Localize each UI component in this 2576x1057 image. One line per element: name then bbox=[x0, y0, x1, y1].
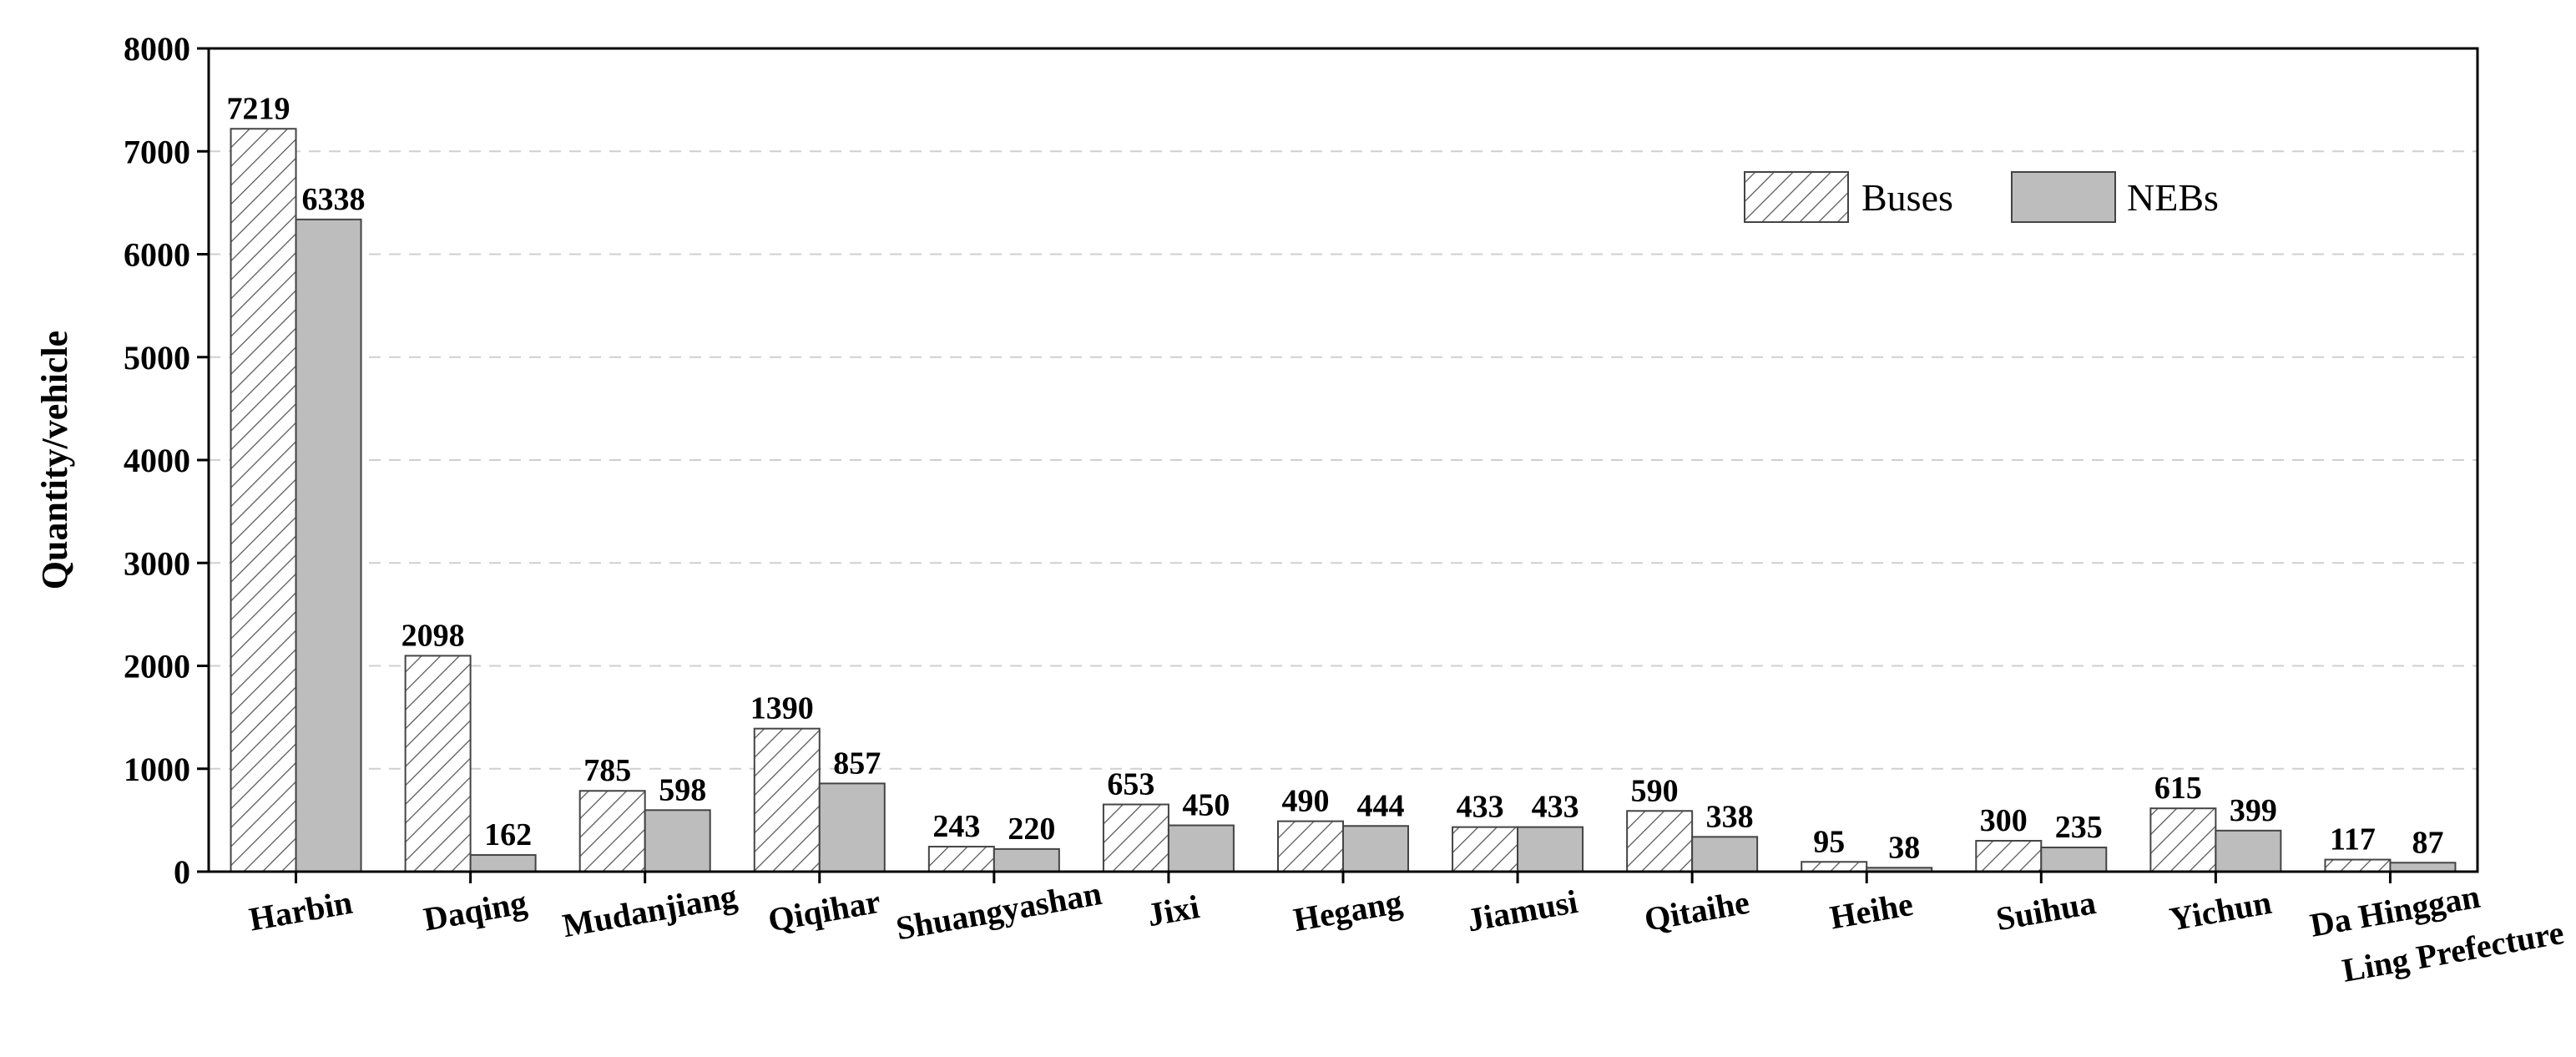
bar-buses-heihe bbox=[1801, 861, 1868, 873]
x-tick-label-daqing: Daqing bbox=[421, 883, 529, 938]
y-tick-label: 1000 bbox=[124, 751, 190, 788]
data-labels: 7219 6338 2098 162 785 598 1390 857 243 220 653 450… bbox=[227, 91, 2444, 865]
y-tick-label: 7000 bbox=[124, 133, 190, 170]
x-tick-label-jiamusi: Jiamusi bbox=[1464, 883, 1580, 938]
bar-buses-qitaihe bbox=[1626, 810, 1694, 872]
data-label-nebs-jiamusi: 433 bbox=[1532, 790, 1579, 825]
data-label-nebs-qiqihar: 857 bbox=[833, 746, 881, 781]
bar-buses-jixi bbox=[1102, 803, 1169, 873]
data-label-buses-daqing: 2098 bbox=[402, 618, 465, 653]
y-axis-label: Quantity/vehicle bbox=[34, 331, 75, 589]
y-tick-label: 6000 bbox=[124, 236, 190, 274]
bar-nebs-qitaihe bbox=[1691, 836, 1759, 872]
y-tick-label: 8000 bbox=[124, 30, 190, 68]
data-label-buses-qiqihar: 1390 bbox=[750, 691, 814, 726]
data-label-nebs-hegang: 444 bbox=[1357, 788, 1405, 823]
y-axis: 0 1000 2000 3000 4000 5000 6000 7000 8000 bbox=[124, 30, 209, 891]
bar-nebs-qiqihar bbox=[818, 782, 886, 873]
legend-label-nebs: NEBs bbox=[2127, 176, 2219, 219]
bar-nebs-daqing bbox=[469, 854, 537, 872]
x-tick-label-da-hinggan-ling-prefecture: Da HingganLing Prefecture bbox=[2307, 864, 2567, 994]
x-tick-label-harbin: Harbin bbox=[246, 883, 355, 938]
bar-buses-shuangyashan bbox=[927, 846, 995, 872]
data-label-nebs-harbin: 6338 bbox=[302, 182, 366, 217]
x-tick-label-hegang: Hegang bbox=[1291, 883, 1405, 938]
bar-nebs-hegang bbox=[1342, 825, 1409, 872]
y-tick-label: 4000 bbox=[124, 442, 190, 479]
legend: Buses NEBs bbox=[1744, 171, 2219, 223]
bar-nebs-shuangyashan bbox=[993, 847, 1060, 873]
bars bbox=[230, 128, 2457, 873]
y-tick-label: 0 bbox=[174, 853, 190, 891]
data-label-nebs-suihua: 235 bbox=[2055, 810, 2103, 845]
bar-buses-harbin bbox=[230, 128, 297, 873]
x-tick-label-jixi: Jixi bbox=[1144, 888, 1202, 933]
data-label-buses-da-hinggan-ling-prefecture: 117 bbox=[2330, 822, 2376, 857]
data-label-buses-harbin: 7219 bbox=[227, 91, 290, 126]
y-tick-label: 2000 bbox=[124, 648, 190, 685]
bar-buses-daqing bbox=[404, 655, 472, 872]
bar-buses-hegang bbox=[1277, 820, 1344, 872]
bar-buses-da-hinggan-ling-prefecture bbox=[2324, 858, 2392, 872]
y-tick-label: 5000 bbox=[124, 339, 190, 377]
bar-buses-yichun bbox=[2149, 807, 2217, 872]
data-label-buses-shuangyashan: 243 bbox=[932, 809, 980, 844]
data-label-nebs-shuangyashan: 220 bbox=[1008, 812, 1055, 847]
data-label-nebs-da-hinggan-ling-prefecture: 87 bbox=[2412, 825, 2443, 860]
data-label-nebs-heihe: 38 bbox=[1888, 830, 1920, 865]
bar-buses-suihua bbox=[1975, 840, 2043, 873]
legend-swatch-buses bbox=[1744, 171, 1849, 223]
data-label-nebs-yichun: 399 bbox=[2230, 793, 2277, 828]
x-tick-label-qitaihe: Qitaihe bbox=[1642, 883, 1753, 938]
legend-label-buses: Buses bbox=[1861, 176, 1953, 219]
data-label-nebs-jixi: 450 bbox=[1182, 788, 1230, 823]
x-tick-label-heihe: Heihe bbox=[1827, 885, 1916, 937]
bar-nebs-mudanjiang bbox=[644, 809, 711, 873]
bar-nebs-harbin bbox=[295, 218, 362, 872]
x-tick-label-shuangyashan: Shuangyashan bbox=[893, 874, 1104, 948]
x-tick-label-qiqihar: Qiqihar bbox=[765, 883, 883, 939]
bar-buses-mudanjiang bbox=[578, 790, 646, 873]
data-label-nebs-qitaihe: 338 bbox=[1706, 799, 1754, 834]
data-label-buses-suihua: 300 bbox=[1980, 803, 2028, 838]
bar-nebs-jiamusi bbox=[1517, 826, 1584, 872]
x-axis: Harbin Daqing Mudanjiang Qiqihar Shuangyasha… bbox=[246, 864, 2567, 994]
data-label-buses-yichun: 615 bbox=[2154, 771, 2202, 806]
gridlines bbox=[209, 150, 2478, 770]
data-label-nebs-daqing: 162 bbox=[484, 817, 532, 852]
bar-buses-qiqihar bbox=[753, 727, 821, 872]
data-label-buses-hegang: 490 bbox=[1282, 784, 1330, 819]
bar-nebs-da-hinggan-ling-prefecture bbox=[2389, 862, 2457, 872]
y-tick-label: 3000 bbox=[124, 544, 190, 582]
data-label-buses-qitaihe: 590 bbox=[1631, 773, 1679, 808]
data-label-buses-heihe: 95 bbox=[1813, 824, 1845, 859]
data-label-buses-mudanjiang: 785 bbox=[583, 753, 631, 788]
x-tick-label-suihua: Suihua bbox=[1993, 883, 2099, 938]
bar-nebs-yichun bbox=[2215, 829, 2282, 872]
legend-swatch-nebs bbox=[2011, 171, 2116, 223]
data-label-buses-jiamusi: 433 bbox=[1457, 790, 1504, 825]
data-label-nebs-mudanjiang: 598 bbox=[659, 772, 706, 807]
bar-buses-jiamusi bbox=[1452, 826, 1519, 872]
x-tick-label-yichun: Yichun bbox=[2167, 883, 2275, 938]
x-tick-label-mudanjiang: Mudanjiang bbox=[559, 877, 740, 944]
data-label-buses-jixi: 653 bbox=[1107, 767, 1154, 802]
bar-nebs-suihua bbox=[2040, 847, 2108, 873]
bar-nebs-jixi bbox=[1167, 824, 1235, 872]
